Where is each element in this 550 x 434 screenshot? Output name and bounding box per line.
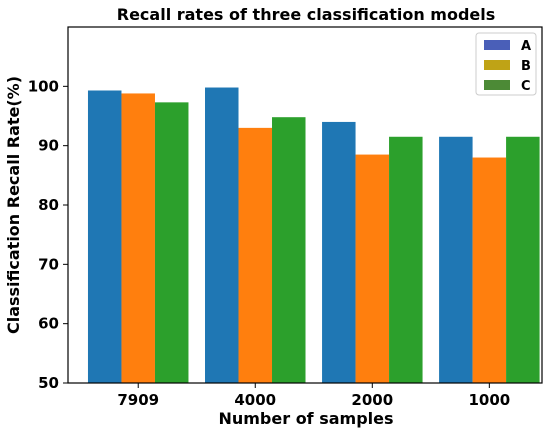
x-tick-label-7909: 7909 bbox=[117, 391, 159, 409]
legend-swatch-A bbox=[484, 40, 510, 50]
y-tick-label-60: 60 bbox=[38, 315, 59, 333]
bar-C-7909 bbox=[154, 102, 189, 383]
x-axis-label: Number of samples bbox=[218, 409, 393, 428]
bar-C-1000 bbox=[506, 136, 540, 383]
y-tick-label-70: 70 bbox=[38, 255, 59, 273]
y-tick-label-100: 100 bbox=[28, 77, 59, 95]
bar-A-1000 bbox=[439, 136, 473, 383]
y-axis-label: Classification Recall Rate(%) bbox=[4, 76, 23, 334]
legend-label-C: C bbox=[521, 79, 531, 94]
x-tick-label-1000: 1000 bbox=[468, 391, 510, 409]
bar-C-4000 bbox=[272, 117, 306, 383]
bar-A-2000 bbox=[322, 121, 356, 384]
bar-B-1000 bbox=[472, 157, 507, 383]
legend-swatch-B bbox=[484, 60, 510, 70]
bar-C-2000 bbox=[389, 136, 423, 383]
legend: ABC bbox=[475, 32, 537, 96]
bar-B-4000 bbox=[238, 127, 273, 384]
legend-label-A: A bbox=[521, 39, 531, 54]
bar-A-4000 bbox=[205, 87, 239, 384]
y-tick-label-50: 50 bbox=[38, 374, 59, 392]
chart-title: Recall rates of three classification mod… bbox=[117, 5, 496, 24]
legend-swatch-C bbox=[484, 80, 510, 90]
bar-A-7909 bbox=[87, 90, 122, 384]
y-tick-label-80: 80 bbox=[38, 196, 59, 214]
y-tick-label-90: 90 bbox=[38, 137, 59, 155]
legend-label-B: B bbox=[521, 59, 531, 74]
bar-B-2000 bbox=[355, 154, 390, 383]
x-tick-label-2000: 2000 bbox=[351, 391, 393, 409]
bar-B-7909 bbox=[121, 93, 155, 383]
x-tick-label-4000: 4000 bbox=[234, 391, 276, 409]
